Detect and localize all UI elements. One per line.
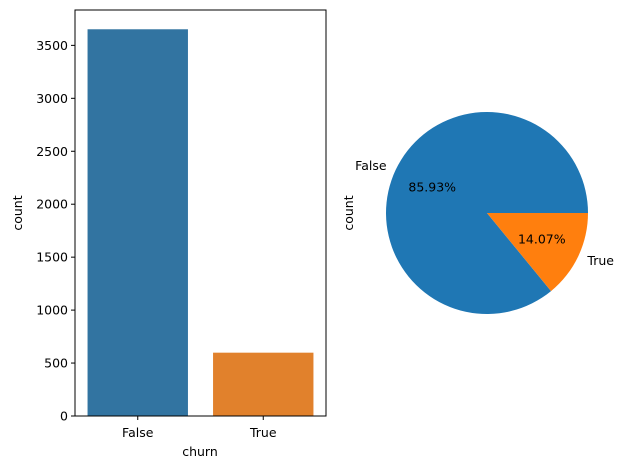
pie-labels: False 85.93% True 14.07% (355, 158, 614, 268)
y-axis-ticks: 0 500 1000 1500 2000 2500 3000 3500 (36, 38, 75, 424)
y-tick-label: 1500 (36, 250, 68, 265)
y-tick-label: 3000 (36, 91, 68, 106)
bar-true (213, 352, 314, 416)
x-axis-ticks: False True (122, 416, 277, 440)
y-tick-label: 2000 (36, 197, 68, 212)
y-tick-label: 3500 (36, 38, 68, 53)
y-axis-label: count (10, 195, 25, 230)
bar-plot-frame (74, 9, 327, 417)
bar-marks (87, 29, 314, 416)
bar-false (87, 29, 188, 416)
pie-slice-false (386, 111, 588, 314)
pie-slices (386, 111, 588, 314)
pie-y-axis-label: count (341, 195, 356, 230)
bar-chart: 0 500 1000 1500 2000 2500 3000 3500 False True c… (10, 9, 327, 459)
y-tick-label: 500 (44, 356, 68, 371)
x-tick-label: False (122, 425, 154, 440)
y-tick-label: 1000 (36, 303, 68, 318)
y-tick-label: 0 (60, 409, 68, 424)
x-tick-label: True (249, 425, 277, 440)
pie-percent-label: 85.93% (408, 180, 456, 195)
y-tick-label: 2500 (36, 144, 68, 159)
pie-category-label: False (355, 158, 387, 173)
pie-chart: False 85.93% True 14.07% count (341, 111, 614, 314)
pie-percent-label: 14.07% (518, 231, 566, 246)
x-axis-label: churn (182, 444, 218, 459)
pie-category-label: True (586, 253, 614, 268)
pie-slice-true (487, 213, 588, 292)
